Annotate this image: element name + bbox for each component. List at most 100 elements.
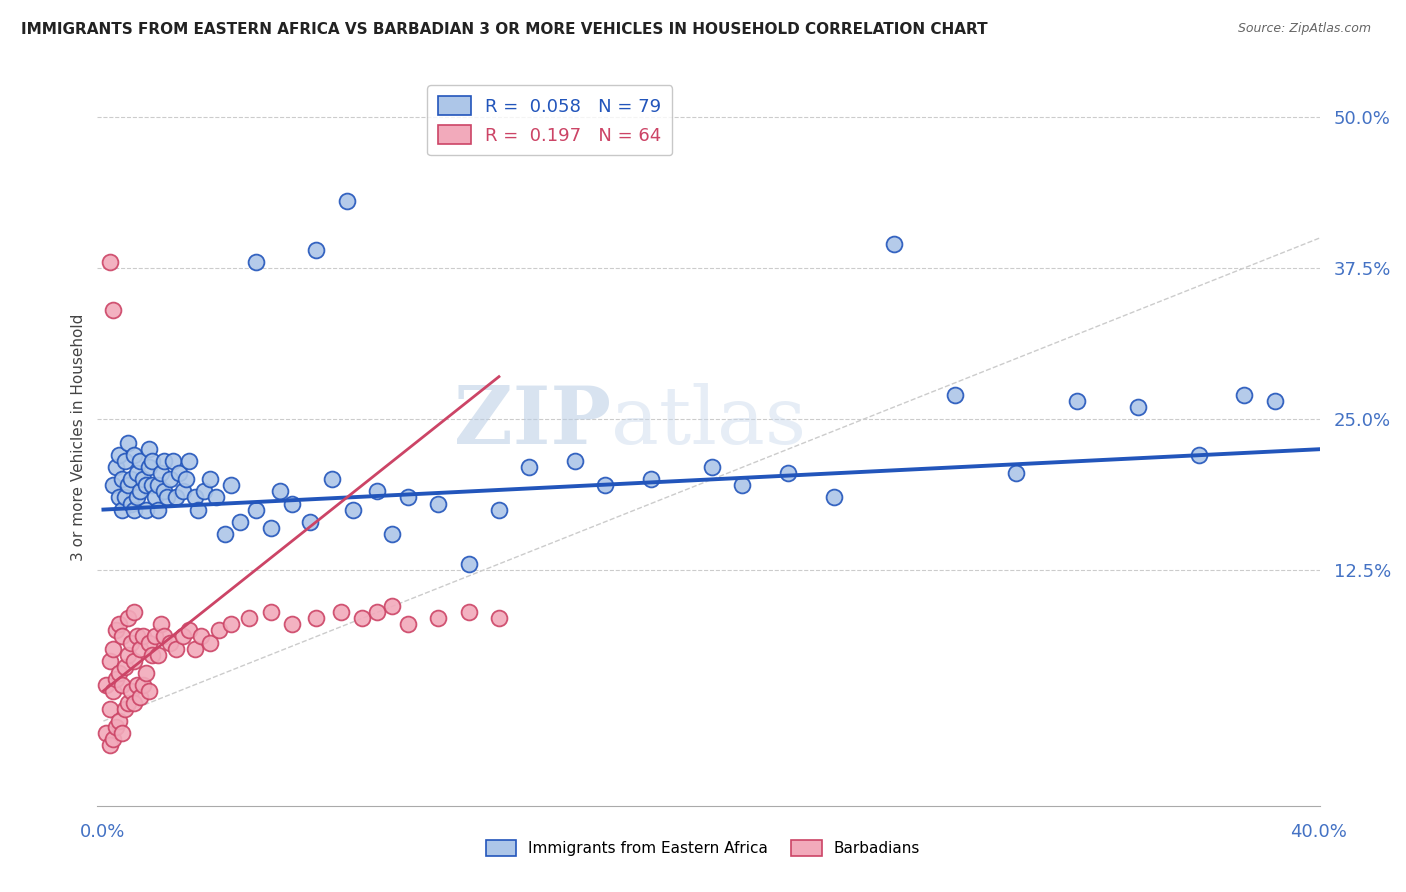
Point — [177, 624, 200, 638]
Point — [111, 678, 134, 692]
Point — [101, 478, 124, 492]
Point — [823, 491, 845, 505]
Point — [117, 696, 139, 710]
Point — [166, 641, 188, 656]
Point — [238, 611, 260, 625]
Point — [122, 654, 145, 668]
Point — [172, 630, 194, 644]
Point — [159, 472, 181, 486]
Point — [1005, 467, 1028, 481]
Point — [640, 472, 662, 486]
Point — [352, 611, 374, 625]
Point — [700, 460, 723, 475]
Point — [120, 472, 142, 486]
Point — [129, 484, 152, 499]
Point — [101, 732, 124, 747]
Point — [1264, 393, 1286, 408]
Point — [731, 478, 754, 492]
Point — [125, 491, 148, 505]
Point — [150, 467, 173, 481]
Point — [104, 624, 127, 638]
Point — [141, 454, 163, 468]
Point — [381, 599, 404, 614]
Point — [1233, 388, 1256, 402]
Legend: R =  0.058   N = 79, R =  0.197   N = 64: R = 0.058 N = 79, R = 0.197 N = 64 — [427, 85, 672, 155]
Point — [162, 454, 184, 468]
Point — [342, 502, 364, 516]
Point — [122, 605, 145, 619]
Point — [125, 467, 148, 481]
Point — [281, 497, 304, 511]
Point — [125, 630, 148, 644]
Point — [122, 502, 145, 516]
Point — [107, 714, 129, 728]
Point — [120, 497, 142, 511]
Point — [169, 467, 191, 481]
Point — [98, 255, 121, 269]
Point — [104, 460, 127, 475]
Point — [122, 696, 145, 710]
Point — [427, 611, 450, 625]
Point — [229, 515, 252, 529]
Point — [488, 502, 510, 516]
Point — [138, 635, 160, 649]
Point — [96, 678, 118, 692]
Point — [245, 502, 267, 516]
Point — [336, 194, 359, 209]
Point — [208, 624, 231, 638]
Point — [101, 683, 124, 698]
Point — [174, 472, 197, 486]
Point — [148, 478, 170, 492]
Point — [281, 617, 304, 632]
Point — [107, 491, 129, 505]
Point — [1066, 393, 1088, 408]
Point — [457, 605, 479, 619]
Point — [488, 611, 510, 625]
Point — [125, 678, 148, 692]
Point — [129, 641, 152, 656]
Point — [138, 683, 160, 698]
Point — [329, 605, 352, 619]
Point — [183, 641, 205, 656]
Point — [177, 454, 200, 468]
Point — [117, 611, 139, 625]
Point — [190, 630, 212, 644]
Text: ZIP: ZIP — [454, 384, 612, 461]
Point — [120, 635, 142, 649]
Text: 40.0%: 40.0% — [1291, 822, 1347, 840]
Point — [138, 460, 160, 475]
Y-axis label: 3 or more Vehicles in Household: 3 or more Vehicles in Household — [72, 313, 86, 561]
Text: 0.0%: 0.0% — [80, 822, 125, 840]
Point — [101, 303, 124, 318]
Text: atlas: atlas — [612, 384, 806, 461]
Point — [198, 635, 221, 649]
Point — [150, 617, 173, 632]
Point — [104, 672, 127, 686]
Point — [129, 454, 152, 468]
Point — [132, 472, 155, 486]
Point — [148, 648, 170, 662]
Point — [564, 454, 586, 468]
Point — [98, 702, 121, 716]
Point — [135, 502, 157, 516]
Point — [101, 641, 124, 656]
Point — [205, 491, 228, 505]
Point — [269, 484, 291, 499]
Point — [457, 557, 479, 571]
Point — [260, 521, 283, 535]
Point — [120, 683, 142, 698]
Point — [156, 491, 179, 505]
Point — [141, 648, 163, 662]
Point — [107, 448, 129, 462]
Point — [135, 478, 157, 492]
Point — [883, 236, 905, 251]
Point — [366, 484, 388, 499]
Point — [396, 491, 419, 505]
Point — [98, 654, 121, 668]
Point — [187, 502, 209, 516]
Point — [381, 526, 404, 541]
Point — [595, 478, 617, 492]
Point — [117, 478, 139, 492]
Point — [245, 255, 267, 269]
Point — [135, 665, 157, 680]
